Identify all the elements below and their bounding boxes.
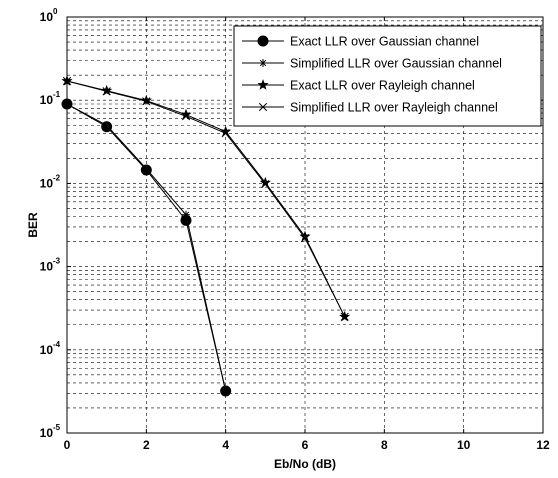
y-tick-base: 10 bbox=[40, 176, 54, 190]
x-marker-shape bbox=[258, 102, 268, 112]
y-tick-label: 10 bbox=[40, 10, 54, 24]
y-tick-label: 10 bbox=[40, 93, 54, 107]
data-point bbox=[221, 129, 230, 138]
y-axis-label: BER bbox=[26, 212, 40, 238]
circle-marker bbox=[257, 35, 269, 47]
x-marker-shape bbox=[300, 234, 310, 243]
y-tick-label: 10 bbox=[40, 260, 54, 274]
y-tick-exponent: -4 bbox=[53, 340, 61, 349]
data-point bbox=[102, 87, 111, 96]
asterisk-marker-shape bbox=[221, 386, 230, 395]
legend-label: Simplified LLR over Rayleigh channel bbox=[290, 101, 498, 115]
legend-item: Simplified LLR over Gaussian channel bbox=[242, 57, 502, 71]
x-marker bbox=[258, 102, 268, 112]
legend-label: Simplified LLR over Gaussian channel bbox=[290, 57, 502, 71]
y-tick-exponent: -3 bbox=[53, 257, 61, 266]
x-marker-shape bbox=[181, 112, 191, 121]
y-tick-label: 10 bbox=[40, 343, 54, 357]
y-tick-base: 10 bbox=[40, 343, 54, 357]
legend-item: Exact LLR over Gaussian channel bbox=[242, 35, 479, 49]
data-point bbox=[300, 234, 310, 243]
x-axis-label: Eb/No (dB) bbox=[274, 457, 336, 471]
x-tick-label: 2 bbox=[143, 438, 150, 452]
data-point bbox=[181, 112, 191, 121]
asterisk-marker bbox=[259, 59, 267, 67]
legend: Exact LLR over Gaussian channel Simplifie… bbox=[233, 25, 542, 127]
y-tick-base: 10 bbox=[40, 10, 54, 24]
x-marker-shape bbox=[261, 180, 270, 189]
asterisk-marker-shape bbox=[142, 164, 151, 173]
data-series bbox=[61, 75, 351, 397]
legend-box bbox=[233, 25, 542, 127]
series-4 bbox=[62, 76, 349, 321]
x-marker-shape bbox=[340, 312, 349, 321]
star-marker-shape bbox=[101, 84, 113, 96]
y-tick-label: 10 bbox=[40, 426, 54, 440]
asterisk-marker-shape bbox=[182, 210, 190, 219]
y-tick-exponent: -1 bbox=[53, 90, 61, 99]
y-tick-exponent: 0 bbox=[53, 7, 58, 16]
x-tick-label: 12 bbox=[536, 438, 550, 452]
asterisk-marker-shape bbox=[102, 121, 111, 130]
data-point bbox=[142, 97, 151, 106]
y-tick-base: 10 bbox=[40, 260, 54, 274]
data-point bbox=[140, 94, 152, 106]
series-line bbox=[66, 80, 346, 317]
star-marker-shape bbox=[257, 79, 269, 90]
x-tick-label: 10 bbox=[457, 438, 471, 452]
x-tick-label: 0 bbox=[64, 438, 71, 452]
data-point bbox=[221, 386, 230, 395]
star-marker-shape bbox=[140, 94, 152, 106]
circle-marker-shape bbox=[257, 35, 269, 47]
y-tick-exponent: -2 bbox=[53, 173, 61, 182]
x-tick-label: 6 bbox=[302, 438, 309, 452]
x-marker-shape bbox=[102, 87, 111, 96]
x-tick-label: 8 bbox=[381, 438, 388, 452]
x-marker-shape bbox=[142, 97, 151, 106]
data-point bbox=[340, 312, 349, 321]
series-line bbox=[66, 80, 346, 317]
data-point bbox=[261, 180, 270, 189]
legend-item: Exact LLR over Rayleigh channel bbox=[242, 79, 475, 93]
legend-label: Exact LLR over Rayleigh channel bbox=[290, 79, 475, 93]
data-point bbox=[182, 210, 190, 219]
asterisk-marker-shape bbox=[259, 59, 267, 67]
y-tick-base: 10 bbox=[40, 426, 54, 440]
legend-label: Exact LLR over Gaussian channel bbox=[290, 35, 479, 49]
y-tick-base: 10 bbox=[40, 93, 54, 107]
star-marker bbox=[257, 79, 269, 90]
x-tick-label: 4 bbox=[222, 438, 229, 452]
data-point bbox=[102, 121, 111, 130]
data-point bbox=[142, 164, 151, 173]
series-3 bbox=[61, 75, 351, 322]
y-tick-label: 10 bbox=[40, 176, 54, 190]
x-marker-shape bbox=[221, 129, 230, 138]
data-point bbox=[101, 84, 113, 96]
legend-item: Simplified LLR over Rayleigh channel bbox=[242, 101, 498, 115]
y-tick-exponent: -5 bbox=[53, 423, 61, 432]
